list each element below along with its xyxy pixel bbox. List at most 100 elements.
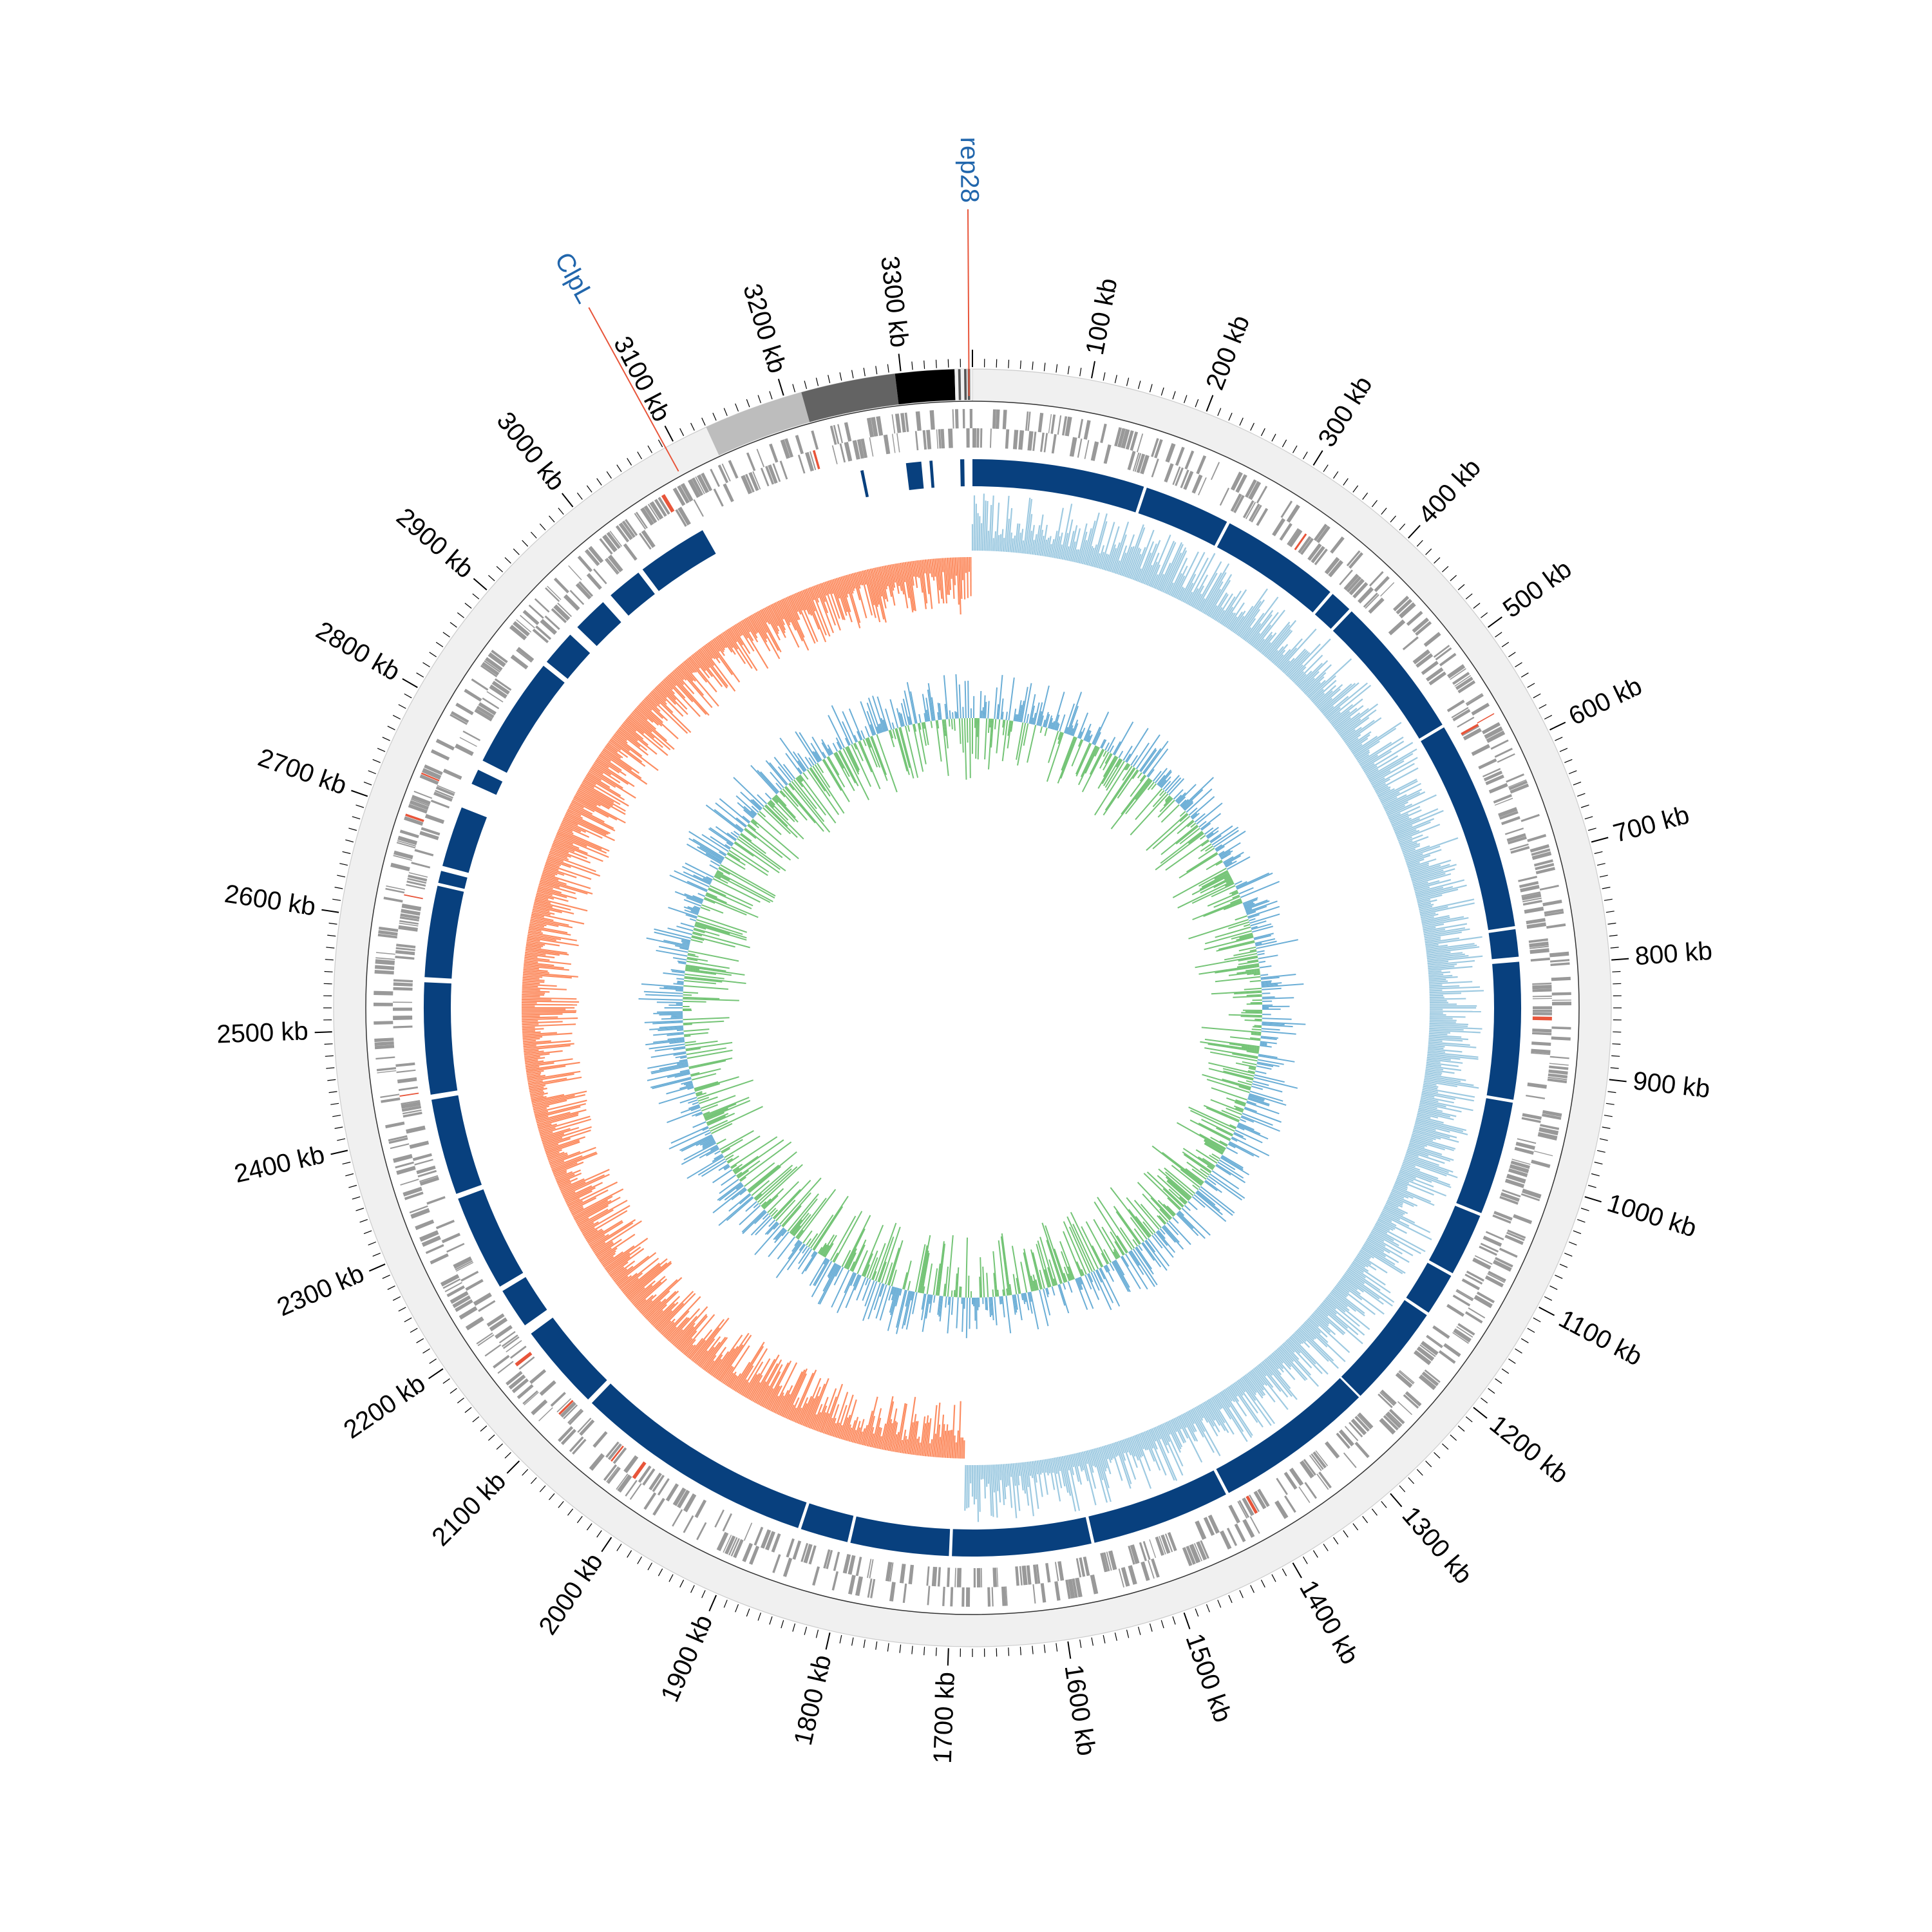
gc-skew-bar [1160,544,1184,592]
gc-content-bar [1047,1267,1054,1287]
gc-content-bar [801,1251,817,1274]
gc-skew-bar [1240,1377,1275,1425]
gc-skew-bar [663,679,674,690]
gc-content-bar [1083,723,1092,741]
gc-skew-bar [1412,873,1452,886]
gc-skew-bar [860,1428,866,1445]
gc-skew-bar [1173,1417,1187,1443]
gc-content-bar [755,1168,792,1201]
gc-skew-bar [793,593,816,644]
gc-content-bar [685,964,726,972]
gc-skew-bar [1271,1352,1296,1381]
gc-skew-bar [533,1108,547,1112]
minor-tick [815,1629,819,1638]
gc-skew-bar [679,664,694,681]
gc-skew-bar [1043,1459,1047,1473]
gene-feature [1114,427,1122,447]
gc-skew-bar [582,780,595,788]
gc-content-bar [1137,772,1142,779]
gc-skew-bar [895,564,900,587]
annotation-line [588,307,679,472]
gc-content-bar [1100,1267,1121,1307]
gc-skew-bar [1286,652,1311,677]
gene-feature [831,445,838,464]
gc-content-bar [796,1229,804,1239]
gc-content-bar [1086,735,1091,743]
gene-feature [408,804,428,814]
gc-skew-bar [1369,1233,1385,1242]
gc-skew-bar [764,607,779,634]
gc-skew-bar [670,1329,683,1343]
gene-feature [1550,959,1570,963]
gc-content-bar [1007,720,1012,749]
gc-skew-bar [992,538,994,551]
gc-content-bar [918,723,922,730]
gc-skew-bar [1093,521,1108,567]
gc-skew-bar [845,574,861,623]
gc-skew-bar [773,1392,784,1413]
minor-tick [616,1544,622,1551]
gene-feature [1492,1214,1511,1224]
gc-skew-bar [1428,970,1442,973]
gc-content-bar [708,887,726,897]
gc-content-bar [875,1222,897,1282]
gc-content-bar [694,927,720,936]
gc-content-bar [862,1281,878,1321]
gc-content-bar [781,1229,788,1236]
gc-skew-bar [694,1338,715,1364]
gene-feature [374,990,393,996]
gc-skew-bar [749,615,771,652]
gc-content-bar [677,960,687,963]
gc-skew-bar [1300,671,1320,690]
gc-content-bar [814,764,831,788]
gene-feature [649,1472,662,1491]
gc-content-bar [1204,1047,1258,1058]
gc-skew-bar [522,981,540,985]
gc-skew-bar [1235,1381,1258,1414]
gc-content-bar [706,1148,720,1157]
gc-skew-bar [1171,565,1188,597]
minor-tick [627,1550,632,1558]
gene-feature [1530,957,1550,962]
gc-skew-bar [1065,546,1070,561]
gc-content-bar [1235,1129,1263,1144]
gene-feature [1148,1560,1155,1579]
gc-skew-bar [808,587,815,601]
gc-content-bar [1251,1032,1262,1035]
gc-skew-bar [522,976,540,980]
gc-skew-bar [649,1310,664,1324]
gc-content-bar [1229,1043,1260,1049]
gene-feature [413,790,433,799]
gc-content-bar [1066,1216,1094,1273]
gc-content-bar [1048,717,1054,729]
reference-hit [1486,961,1522,1100]
gc-skew-bar [522,980,545,983]
gc-skew-bar [551,846,569,854]
gc-content-bar [658,1092,696,1104]
minor-tick [1594,851,1603,855]
gc-skew-bar [645,697,661,712]
gc-skew-bar [1068,525,1078,562]
gene-feature [1040,432,1045,452]
gc-skew-bar [592,763,612,776]
gc-content-bar [659,1014,683,1016]
major-tick [947,1648,949,1666]
gc-skew-bar [543,1137,571,1148]
gene-feature [593,568,607,585]
minor-tick [1239,417,1244,426]
gc-skew-bar [802,589,820,630]
gc-content-bar [1233,1132,1244,1138]
major-tick [1183,1612,1191,1629]
gc-skew-bar [1058,544,1063,560]
gc-skew-bar [560,1168,610,1192]
gc-content-bar [785,753,802,775]
gc-content-bar [1215,860,1223,866]
gene-feature [520,614,535,629]
gc-content-bar [1204,936,1254,951]
minor-tick [586,1523,592,1531]
gc-skew-bar [648,1304,667,1323]
minor-tick [606,471,612,479]
gc-content-bar [798,1247,810,1264]
minor-tick [1555,1274,1563,1279]
gene-feature [511,1378,529,1394]
